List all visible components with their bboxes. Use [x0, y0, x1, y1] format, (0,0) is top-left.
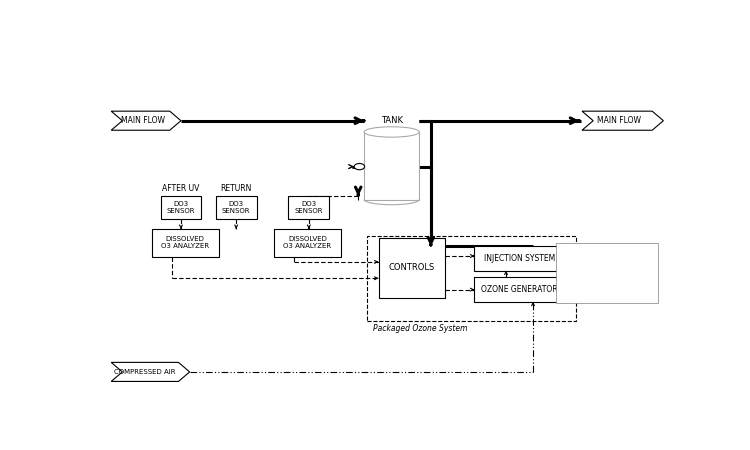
- Text: OZONE GENERATOR: OZONE GENERATOR: [482, 285, 558, 294]
- Text: Ozone: Ozone: [598, 290, 621, 296]
- Text: Process Line: Process Line: [598, 250, 642, 256]
- FancyBboxPatch shape: [475, 278, 565, 302]
- Text: TANK: TANK: [381, 116, 403, 125]
- Text: Air Supply: Air Supply: [598, 277, 634, 283]
- FancyBboxPatch shape: [379, 238, 446, 298]
- FancyBboxPatch shape: [152, 229, 219, 256]
- FancyBboxPatch shape: [274, 229, 340, 256]
- Text: DO3
SENSOR: DO3 SENSOR: [295, 201, 323, 214]
- Text: DO3
SENSOR: DO3 SENSOR: [222, 201, 251, 214]
- Text: MAIN FLOW: MAIN FLOW: [121, 116, 164, 125]
- Text: INJECTION SYSTEM: INJECTION SYSTEM: [484, 254, 555, 263]
- FancyBboxPatch shape: [216, 196, 256, 219]
- Text: DISSOLVED
O3 ANALYZER: DISSOLVED O3 ANALYZER: [284, 236, 332, 249]
- Text: MAIN FLOW: MAIN FLOW: [596, 116, 640, 125]
- FancyBboxPatch shape: [556, 243, 658, 303]
- Polygon shape: [111, 362, 190, 382]
- FancyBboxPatch shape: [289, 196, 329, 219]
- FancyBboxPatch shape: [364, 132, 419, 199]
- Text: AFTER UV: AFTER UV: [162, 184, 200, 194]
- Polygon shape: [582, 111, 663, 130]
- FancyBboxPatch shape: [475, 246, 565, 270]
- Polygon shape: [111, 111, 181, 130]
- Text: RETURN: RETURN: [220, 184, 252, 194]
- Circle shape: [354, 163, 364, 170]
- Text: COMPRESSED AIR: COMPRESSED AIR: [114, 369, 176, 375]
- FancyBboxPatch shape: [160, 196, 201, 219]
- Text: DISSOLVED
O3 ANALYZER: DISSOLVED O3 ANALYZER: [161, 236, 209, 249]
- Text: DO3
SENSOR: DO3 SENSOR: [166, 201, 195, 214]
- Text: Signal: Signal: [598, 263, 620, 270]
- Text: Packaged Ozone System: Packaged Ozone System: [373, 324, 467, 333]
- Ellipse shape: [364, 127, 419, 137]
- Text: CONTROLS: CONTROLS: [388, 263, 435, 272]
